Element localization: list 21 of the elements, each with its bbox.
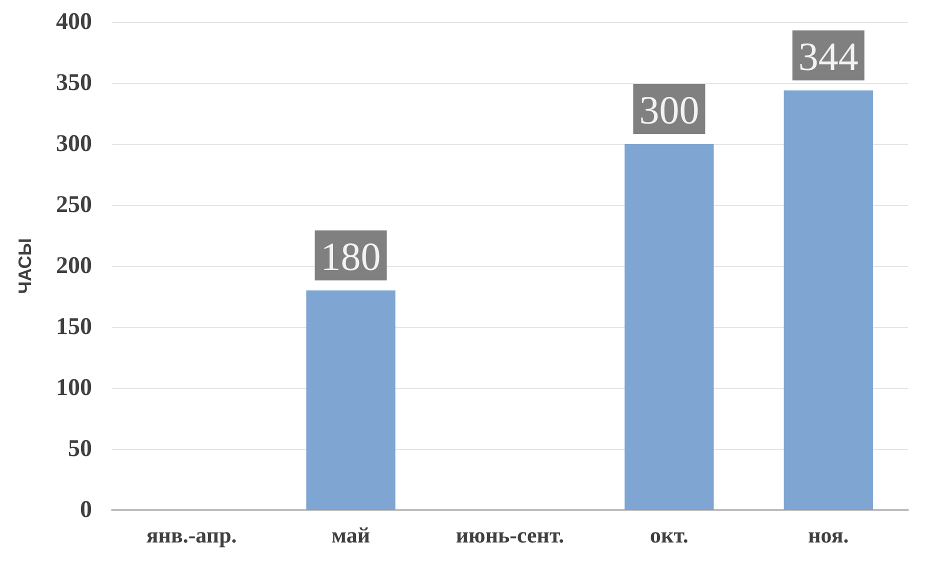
y-tick-label: 0 (80, 497, 92, 523)
x-tick-label: окт. (650, 522, 688, 548)
y-tick-label: 250 (56, 192, 92, 218)
x-tick-label: ноя. (808, 522, 849, 548)
data-label: 344 (798, 34, 858, 79)
y-tick-label: 50 (68, 436, 92, 462)
y-tick-label: 100 (56, 375, 92, 401)
data-label: 180 (320, 234, 381, 279)
y-tick-label: 350 (56, 70, 92, 96)
y-axis-title: ЧАСЫ (15, 238, 35, 294)
y-tick-label: 300 (56, 131, 92, 157)
bar (624, 144, 714, 510)
data-label: 300 (639, 88, 700, 132)
x-tick-label: май (332, 522, 370, 548)
x-tick-label: июнь-сент. (456, 522, 564, 548)
bar (784, 90, 873, 510)
y-tick-label: 200 (56, 253, 92, 279)
y-tick-label: 400 (56, 9, 92, 35)
x-tick-label: янв.-апр. (146, 522, 237, 548)
y-tick-label: 150 (56, 314, 92, 340)
bar (306, 290, 396, 510)
